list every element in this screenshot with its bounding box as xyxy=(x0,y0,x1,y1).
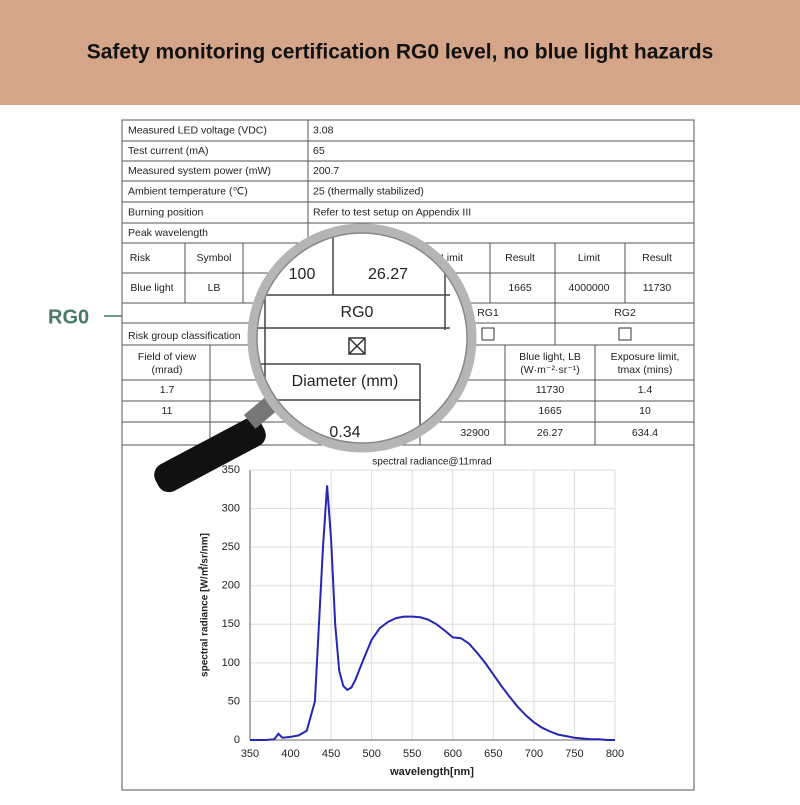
table-cell: LB xyxy=(208,282,221,294)
x-tick-label: 350 xyxy=(241,748,259,760)
table-cell: Blue light, LB xyxy=(519,351,581,363)
table-cell: 634.4 xyxy=(632,427,658,439)
table-cell: Symbol xyxy=(196,252,231,264)
lens-cell: 0.34 xyxy=(329,424,360,441)
table-cell: Measured system power (mW) xyxy=(128,165,271,177)
table-cell: Risk xyxy=(130,252,151,264)
y-tick-label: 250 xyxy=(222,541,240,553)
y-axis-label: spectral radiance [W/㎡/sr/nm] xyxy=(198,533,211,677)
lens-cell: 100 xyxy=(289,266,316,283)
checkbox xyxy=(618,327,632,341)
table-cell: Limit xyxy=(578,252,600,264)
table-cell: 25 (thermally stabilized) xyxy=(313,185,424,197)
table-cell: Refer to test setup on Appendix III xyxy=(313,206,471,218)
table-cell: Result xyxy=(642,252,672,264)
y-tick-label: 300 xyxy=(222,502,240,514)
table-cell: 1665 xyxy=(538,405,562,417)
table-cell: 4000000 xyxy=(569,282,610,294)
lens-checkbox xyxy=(348,337,366,355)
lens-ring-inner xyxy=(256,232,468,444)
lens-ring xyxy=(247,223,477,453)
magnifier-handle xyxy=(154,417,266,493)
checkbox xyxy=(481,327,495,341)
x-tick-label: 650 xyxy=(484,748,502,760)
table-cell: 200.7 xyxy=(313,165,339,177)
table-cell: Risk group classification xyxy=(128,330,241,342)
lens-cell: Diameter (mm) xyxy=(292,373,399,390)
table-cell: Result xyxy=(505,252,535,264)
magnifier: 100 26.27 RG0 Diameter (mm) 0.34 xyxy=(154,223,477,493)
lens-cell: 26.27 xyxy=(368,266,408,283)
y-tick-label: 0 xyxy=(234,734,240,746)
x-tick-label: 450 xyxy=(322,748,340,760)
lens-content: 100 26.27 RG0 Diameter (mm) 0.34 xyxy=(254,230,450,446)
chart: spectral radiance@11mrad 0 50 100 150 200 250 3… xyxy=(198,457,625,778)
lens-check xyxy=(348,337,366,355)
y-tick-label: 150 xyxy=(222,618,240,630)
table-cell: (W·m⁻²·sr⁻¹) xyxy=(520,364,579,376)
callout: RG0 xyxy=(48,306,89,328)
chart-title: spectral radiance@11mrad xyxy=(372,457,491,468)
x-tick-label: 400 xyxy=(281,748,299,760)
table-cell: 3.08 xyxy=(313,124,334,136)
table-cell: 26.27 xyxy=(537,427,563,439)
line xyxy=(250,485,615,741)
x-tick-label: 750 xyxy=(565,748,583,760)
table-cell: 11 xyxy=(162,405,173,417)
table-cell: 11730 xyxy=(536,384,565,396)
x-tick-label: 800 xyxy=(606,748,624,760)
y-tick-label: 200 xyxy=(222,580,240,592)
table-cell: tmax (mins) xyxy=(618,364,673,376)
table-cell: 65 xyxy=(313,145,325,157)
lens-cell: RG0 xyxy=(341,304,374,321)
table-cell: Field of view xyxy=(138,351,197,363)
y-tick-label: 350 xyxy=(222,464,240,476)
table-cell: 1.7 xyxy=(160,384,175,396)
table-cell: Blue light xyxy=(130,282,173,294)
y-tick-label: 50 xyxy=(228,695,240,707)
table-cell: 1.4 xyxy=(638,384,653,396)
table-cell: Burning position xyxy=(128,206,203,218)
x-tick-label: 500 xyxy=(362,748,380,760)
table: Measured LED voltage (VDC) 3.08 Test curre… xyxy=(122,119,694,446)
y-tick-label: 100 xyxy=(222,657,240,669)
x-axis-label: wavelength[nm] xyxy=(389,766,474,778)
table-cell: 1665 xyxy=(508,282,532,294)
table-cell: Ambient temperature (℃) xyxy=(128,185,248,197)
table-cell: (mrad) xyxy=(152,364,183,376)
x-tick-label: 550 xyxy=(403,748,421,760)
table-cell: 10 xyxy=(639,405,651,417)
table-cell: Measured LED voltage (VDC) xyxy=(128,124,267,136)
table-cell: Test current (mA) xyxy=(128,145,209,157)
table-cell: 11730 xyxy=(643,282,672,294)
banner-title: Safety monitoring certification RG0 leve… xyxy=(87,41,714,64)
table-cell: RG2 xyxy=(614,307,636,319)
table-cell: Peak wavelength xyxy=(128,227,208,239)
table-cell: Exposure limit, xyxy=(611,351,680,363)
table-cell: 32900 xyxy=(460,427,489,439)
x-tick-label: 600 xyxy=(444,748,462,760)
banner xyxy=(0,0,800,105)
table-cell: RG1 xyxy=(477,307,499,319)
x-tick-label: 700 xyxy=(525,748,543,760)
